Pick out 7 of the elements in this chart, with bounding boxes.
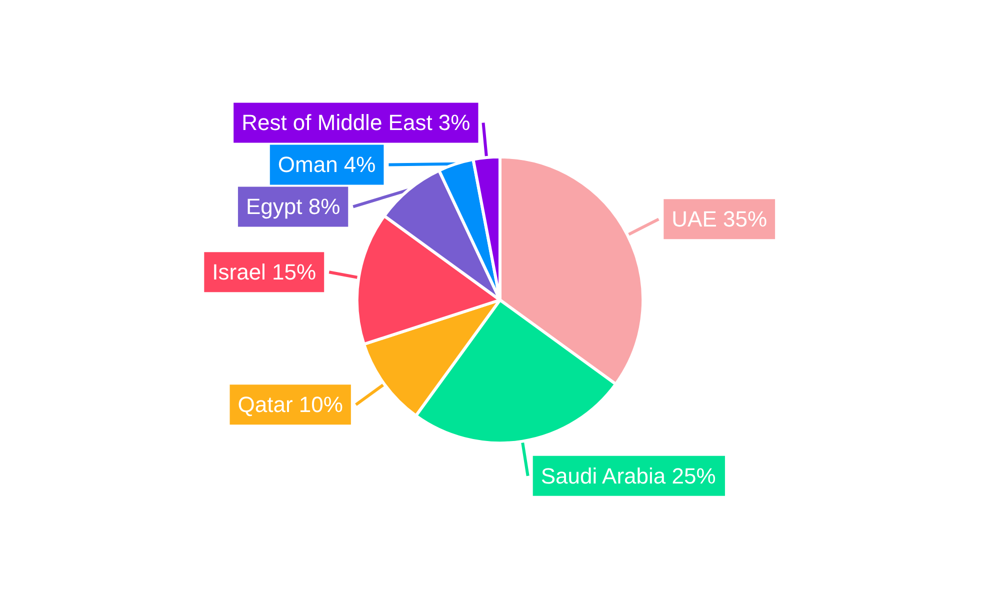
slice-label: Israel 15% bbox=[212, 260, 316, 285]
slice-label: Oman 4% bbox=[278, 152, 376, 178]
slice-label: Rest of Middle East 3% bbox=[242, 110, 470, 136]
slice-label: Egypt 8% bbox=[246, 194, 340, 220]
slice-label: Saudi Arabia 25% bbox=[540, 463, 716, 488]
slice-label: UAE 35% bbox=[672, 206, 768, 232]
slice-label: Qatar 10% bbox=[238, 392, 343, 418]
